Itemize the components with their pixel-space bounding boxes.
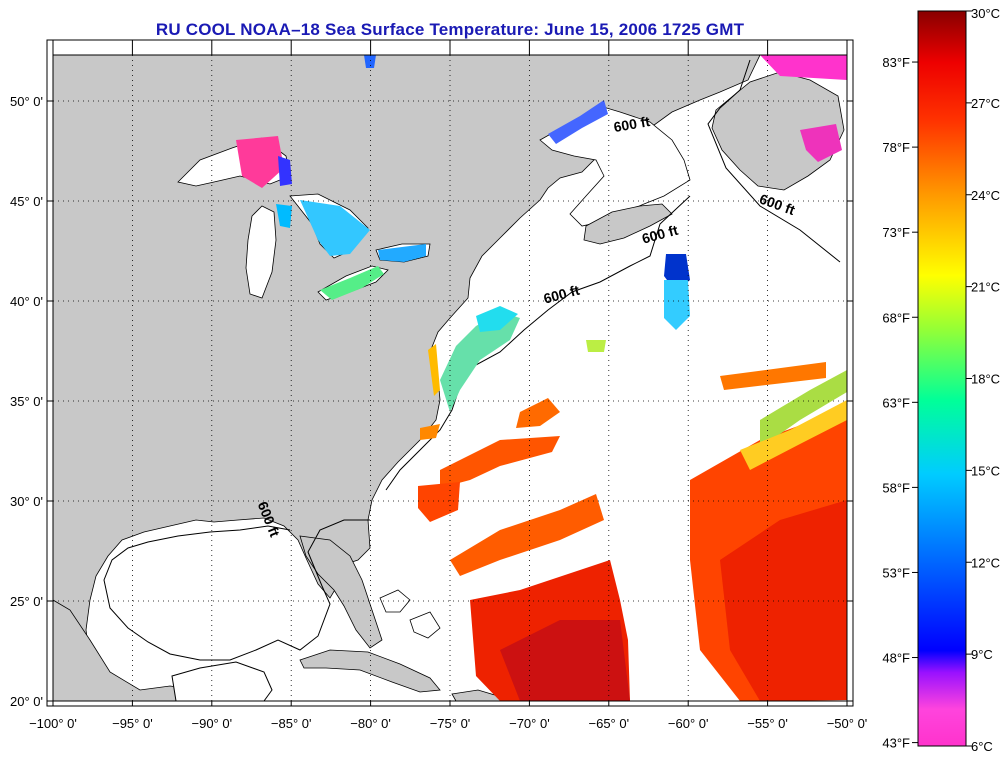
isobath-label: 600 ft <box>612 113 651 135</box>
lake-michigan <box>245 205 277 299</box>
land-north-america <box>53 55 761 701</box>
celsius-label: 9°C <box>971 647 993 662</box>
sst-lake-superior-cold <box>278 156 292 186</box>
sst-east-strip <box>720 362 826 390</box>
land-florida <box>299 535 383 649</box>
sst-lake-huron <box>300 200 370 256</box>
celsius-label: 27°C <box>971 96 1000 111</box>
sst-sargasso-2 <box>440 436 560 488</box>
colorbar-celsius-labels: 30°C 27°C 24°C 21°C 18°C 15°C 12°C 9°C 6°C <box>966 6 1000 754</box>
sst-mid-atlantic-cold <box>440 312 520 412</box>
sst-stlawrence <box>548 100 608 144</box>
land-cuba <box>299 649 441 693</box>
longitude-label: −95° 0' <box>112 716 153 731</box>
sst-lake-superior-warm <box>236 136 284 188</box>
longitude-label: −50° 0' <box>827 716 868 731</box>
celsius-label: 6°C <box>971 739 993 754</box>
sst-chesapeake <box>428 344 440 396</box>
longitude-label: −80° 0' <box>350 716 391 731</box>
sst-lake-ontario <box>378 244 426 262</box>
sst-newfoundland-pink <box>800 124 842 162</box>
longitude-label: −85° 0' <box>271 716 312 731</box>
sst-east-band-red <box>720 500 847 701</box>
fahrenheit-label: 63°F <box>882 395 910 410</box>
celsius-label: 24°C <box>971 188 1000 203</box>
latitude-label: 45° 0' <box>10 194 43 209</box>
sst-east-band-green <box>760 370 847 448</box>
sst-east-band-yellow <box>740 400 847 470</box>
sst-sargasso-6 <box>500 620 630 701</box>
sst-data <box>236 55 847 701</box>
longitude-label: −60° 0' <box>668 716 709 731</box>
celsius-label: 21°C <box>971 280 1000 295</box>
fahrenheit-label: 43°F <box>882 736 910 751</box>
celsius-label: 12°C <box>971 555 1000 570</box>
sst-mid-atlantic-cyan <box>476 306 518 332</box>
land-yucatan <box>53 599 207 701</box>
sst-hatteras <box>420 424 440 440</box>
axis-ticks <box>47 40 853 706</box>
latitude-label: 35° 0' <box>10 394 43 409</box>
fahrenheit-label: 83°F <box>882 55 910 70</box>
sst-sargasso-4 <box>450 494 604 576</box>
longitude-label: −75° 0' <box>430 716 471 731</box>
isobath-gulf-bay <box>171 661 273 701</box>
longitude-label: −100° 0' <box>29 716 77 731</box>
latitude-label: 30° 0' <box>10 494 43 509</box>
sst-lake-erie <box>320 266 384 300</box>
longitude-labels: −100° 0' −95° 0' −90° 0' −85° 0' −80° 0' −75°… <box>29 716 867 731</box>
sst-shelf-green <box>586 340 606 352</box>
isobath-600ft <box>103 59 841 661</box>
sst-sargasso-3 <box>418 482 460 522</box>
fahrenheit-label: 53°F <box>882 565 910 580</box>
fahrenheit-label: 48°F <box>882 651 910 666</box>
celsius-label: 18°C <box>971 372 1000 387</box>
sst-sargasso-1 <box>516 398 560 428</box>
latitude-label: 50° 0' <box>10 94 43 109</box>
fahrenheit-label: 78°F <box>882 140 910 155</box>
colorbar <box>917 10 967 747</box>
fahrenheit-label: 73°F <box>882 225 910 240</box>
map-title: RU COOL NOAA–18 Sea Surface Temperature:… <box>155 20 745 39</box>
land-bahamas <box>379 589 441 639</box>
colorbar-fahrenheit-labels: 83°F 78°F 73°F 68°F 63°F 58°F 53°F 48°F 43°F <box>882 55 918 751</box>
celsius-label: 30°C <box>971 6 1000 21</box>
longitude-label: −70° 0' <box>509 716 550 731</box>
sst-gulfstream-shelf <box>664 280 690 330</box>
nova-scotia <box>583 203 673 245</box>
sst-lake-michigan <box>276 204 292 228</box>
longitude-label: −55° 0' <box>747 716 788 731</box>
longitude-label: −90° 0' <box>192 716 233 731</box>
celsius-label: 15°C <box>971 463 1000 478</box>
latitude-label: 25° 0' <box>10 594 43 609</box>
sst-labrador-pink <box>760 55 847 80</box>
latitude-label: 40° 0' <box>10 294 43 309</box>
latitude-labels: 20° 0' 25° 0' 30° 0' 35° 0' 40° 0' 45° 0' 50° … <box>10 94 43 709</box>
longitude-label: −65° 0' <box>589 716 630 731</box>
latitude-label: 20° 0' <box>10 694 43 709</box>
sst-hudson-north <box>364 55 376 68</box>
fahrenheit-label: 58°F <box>882 480 910 495</box>
fahrenheit-label: 68°F <box>882 310 910 325</box>
